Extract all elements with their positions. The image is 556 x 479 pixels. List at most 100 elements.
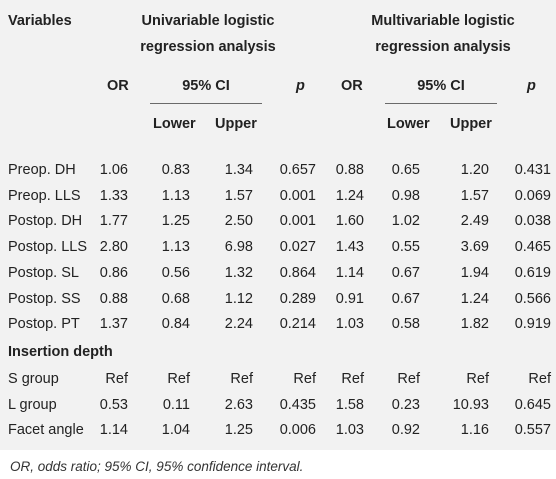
cell-u-lo: 0.84 — [161, 316, 190, 332]
row-label: Postop. PT — [8, 316, 80, 332]
cell-m-up: 1.24 — [460, 291, 489, 307]
section-insertion-depth: Insertion depth — [8, 344, 113, 360]
cell-u-or: 1.14 — [99, 422, 128, 438]
cell-u-lo: 0.56 — [161, 265, 190, 281]
row-label: Postop. SS — [8, 291, 81, 307]
row-label: Preop. LLS — [8, 188, 81, 204]
cell-m-p: 0.619 — [514, 265, 551, 281]
cell-u-up: 1.32 — [224, 265, 253, 281]
cell-m-or: 1.03 — [335, 422, 364, 438]
row-label: L group — [8, 397, 57, 413]
cell-m-lo: 1.02 — [391, 213, 420, 229]
cell-u-lo: 0.83 — [161, 162, 190, 178]
cell-m-lo: 0.65 — [391, 162, 420, 178]
cell-u-lo: 1.13 — [161, 188, 190, 204]
cell-u-p: Ref — [293, 371, 316, 387]
regression-table: Variables Univariable logistic regressio… — [0, 0, 556, 450]
cell-u-lo: 0.11 — [162, 397, 190, 413]
header-uni-p: p — [296, 78, 305, 94]
header-band — [0, 0, 556, 147]
cell-m-lo: 0.67 — [391, 265, 420, 281]
cell-u-p: 0.289 — [279, 291, 316, 307]
cell-m-up: 1.94 — [460, 265, 489, 281]
cell-m-p: 0.038 — [514, 213, 551, 229]
cell-m-p: Ref — [528, 371, 551, 387]
cell-m-lo: 0.55 — [391, 239, 420, 255]
header-multi-upper: Upper — [450, 116, 492, 132]
header-multi-title-2: regression analysis — [375, 39, 511, 55]
cell-m-p: 0.557 — [514, 422, 551, 438]
multi-ci-rule — [385, 103, 497, 104]
cell-m-up: 10.93 — [452, 397, 489, 413]
cell-u-or: 0.53 — [99, 397, 128, 413]
cell-m-or: 1.14 — [335, 265, 364, 281]
cell-m-up: 1.16 — [460, 422, 489, 438]
header-uni-upper: Upper — [215, 116, 257, 132]
cell-m-or: 1.43 — [335, 239, 364, 255]
cell-u-p: 0.006 — [279, 422, 316, 438]
cell-u-up: 2.63 — [224, 397, 253, 413]
cell-u-p: 0.435 — [279, 397, 316, 413]
cell-m-p: 0.465 — [514, 239, 551, 255]
cell-u-or: 1.06 — [99, 162, 128, 178]
cell-u-or: 0.86 — [99, 265, 128, 281]
row-label: Postop. LLS — [8, 239, 87, 255]
cell-u-p: 0.001 — [279, 188, 316, 204]
cell-m-up: 3.69 — [460, 239, 489, 255]
cell-u-or: 1.37 — [99, 316, 128, 332]
cell-m-up: 1.82 — [460, 316, 489, 332]
cell-u-up: 1.57 — [224, 188, 253, 204]
cell-u-or: Ref — [105, 371, 128, 387]
cell-u-p: 0.864 — [279, 265, 316, 281]
cell-u-up: Ref — [230, 371, 253, 387]
header-uni-lower: Lower — [153, 116, 196, 132]
cell-m-up: Ref — [466, 371, 489, 387]
cell-m-or: 1.58 — [335, 397, 364, 413]
cell-m-or: 1.24 — [335, 188, 364, 204]
cell-u-up: 1.12 — [224, 291, 253, 307]
cell-u-lo: 1.25 — [161, 213, 190, 229]
cell-m-or: 0.91 — [335, 291, 364, 307]
cell-m-p: 0.919 — [514, 316, 551, 332]
row-label: Postop. DH — [8, 213, 83, 229]
cell-u-p: 0.214 — [279, 316, 316, 332]
cell-u-lo: Ref — [167, 371, 190, 387]
header-multi-or: OR — [341, 78, 363, 94]
header-multi-ci: 95% CI — [417, 78, 465, 94]
cell-m-or: 1.03 — [335, 316, 364, 332]
cell-u-lo: 1.13 — [161, 239, 190, 255]
cell-u-up: 1.34 — [224, 162, 253, 178]
cell-u-p: 0.001 — [279, 213, 316, 229]
header-multi-lower: Lower — [387, 116, 430, 132]
cell-u-up: 6.98 — [224, 239, 253, 255]
cell-m-p: 0.069 — [514, 188, 551, 204]
cell-u-lo: 1.04 — [161, 422, 190, 438]
row-label: Facet angle — [8, 422, 84, 438]
header-uni-title-2: regression analysis — [140, 39, 276, 55]
cell-u-or: 1.33 — [99, 188, 128, 204]
cell-u-or: 1.77 — [99, 213, 128, 229]
header-uni-title-1: Univariable logistic — [141, 13, 275, 29]
row-label: S group — [8, 371, 59, 387]
cell-m-lo: 0.92 — [391, 422, 420, 438]
cell-u-or: 2.80 — [99, 239, 128, 255]
cell-u-up: 1.25 — [224, 422, 253, 438]
cell-u-lo: 0.68 — [161, 291, 190, 307]
cell-u-up: 2.50 — [224, 213, 253, 229]
cell-u-p: 0.027 — [279, 239, 316, 255]
table-footnote: OR, odds ratio; 95% CI, 95% confidence i… — [10, 459, 304, 474]
cell-m-up: 2.49 — [460, 213, 489, 229]
header-multi-title-1: Multivariable logistic — [371, 13, 515, 29]
header-uni-ci: 95% CI — [182, 78, 230, 94]
cell-m-lo: 0.58 — [391, 316, 420, 332]
cell-m-up: 1.57 — [460, 188, 489, 204]
header-multi-p: p — [527, 78, 536, 94]
cell-m-p: 0.566 — [514, 291, 551, 307]
cell-m-lo: Ref — [397, 371, 420, 387]
header-uni-or: OR — [107, 78, 129, 94]
cell-m-p: 0.645 — [514, 397, 551, 413]
cell-m-or: 0.88 — [335, 162, 364, 178]
cell-u-or: 0.88 — [99, 291, 128, 307]
cell-m-lo: 0.98 — [391, 188, 420, 204]
cell-u-up: 2.24 — [224, 316, 253, 332]
